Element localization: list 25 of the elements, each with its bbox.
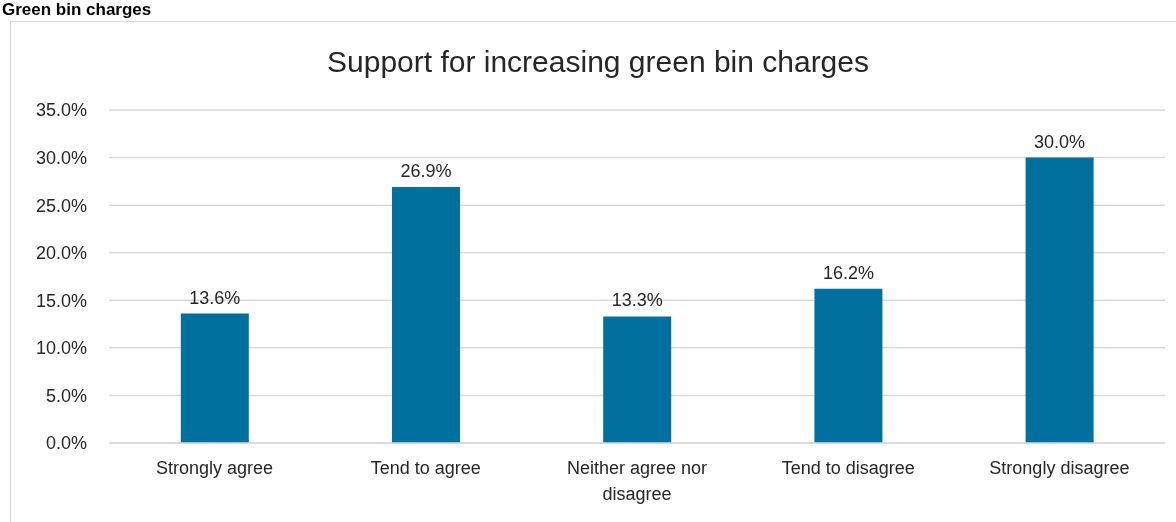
data-label: 26.9%: [400, 161, 452, 182]
y-tick-label: 20.0%: [35, 243, 87, 264]
y-tick-label: 15.0%: [35, 290, 87, 311]
x-tick-label: Tend to agree: [370, 457, 481, 478]
x-tick-label: Strongly disagree: [989, 457, 1130, 478]
data-label: 16.2%: [822, 262, 874, 283]
y-tick-label: 30.0%: [35, 147, 87, 168]
text: Green bin charges: [2, 0, 152, 20]
y-tick-label: 25.0%: [35, 195, 87, 216]
x-tick-label: Strongly agree: [156, 457, 274, 478]
x-tick-label: Neither agree nor disagree: [566, 457, 708, 504]
y-tick-label: 10.0%: [35, 338, 87, 359]
y-tick-label: 35.0%: [35, 100, 87, 121]
bar: [1025, 157, 1094, 443]
data-label: 13.3%: [611, 290, 663, 311]
data-label: 13.6%: [189, 287, 241, 308]
bar: [180, 313, 249, 443]
data-label: 30.0%: [1034, 131, 1086, 152]
y-tick-label: 0.0%: [45, 433, 87, 454]
bar: [814, 288, 883, 443]
bar: [603, 316, 672, 443]
bar: [392, 187, 461, 443]
chart-title: Support for increasing green bin charges: [326, 44, 870, 80]
y-tick-label: 5.0%: [45, 385, 87, 406]
x-tick-label: Tend to disagree: [781, 457, 915, 478]
